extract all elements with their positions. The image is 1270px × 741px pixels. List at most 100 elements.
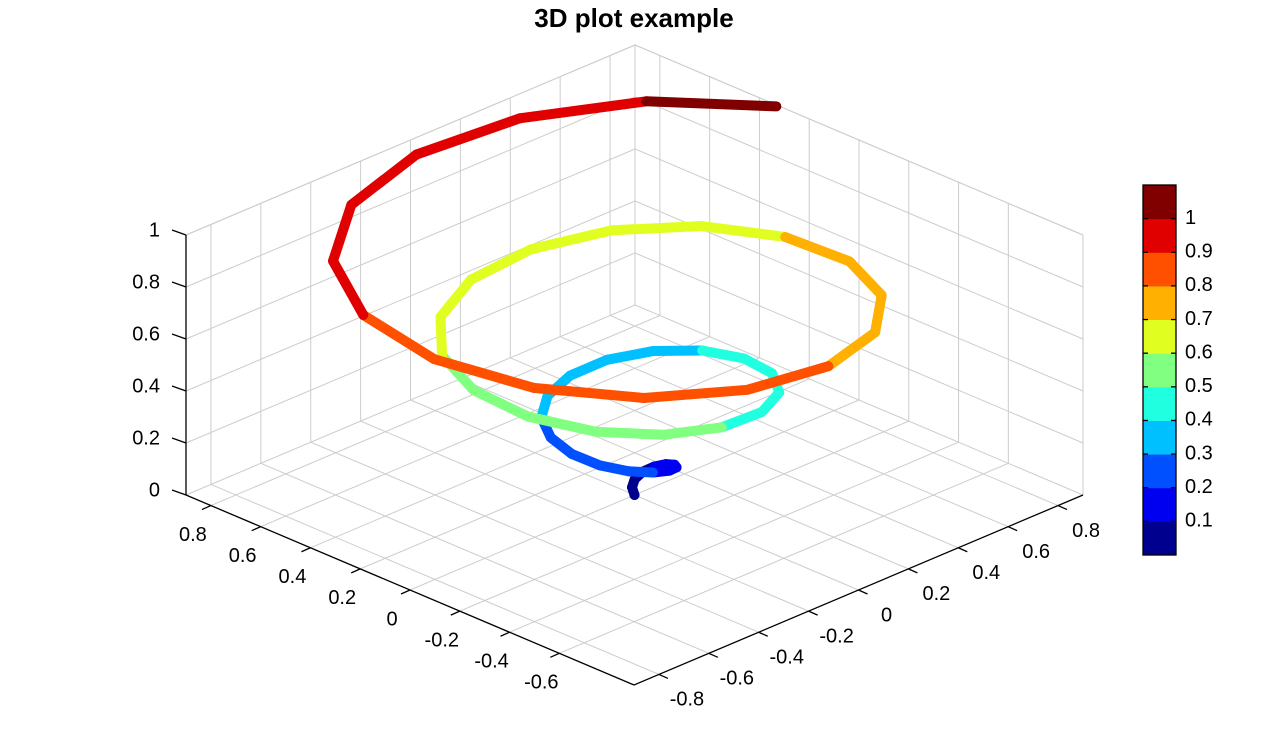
colorbar-band	[1143, 487, 1176, 522]
x-tick	[350, 568, 361, 574]
y-tick-label: 0.4	[972, 562, 1000, 584]
grid-line	[185, 200, 636, 392]
x-tick-label: -0.4	[474, 651, 508, 673]
line-segment	[641, 96, 782, 112]
line-segment	[823, 327, 881, 372]
y-tick	[658, 673, 669, 680]
line-segment	[468, 385, 533, 422]
grid-line	[210, 483, 660, 675]
grid-line	[310, 441, 759, 633]
line-segment	[696, 221, 791, 242]
chart-title: 3D plot example	[534, 3, 733, 33]
y-tick	[1007, 526, 1018, 532]
x-tick-label: 0.8	[179, 524, 207, 546]
y-tick	[958, 547, 968, 553]
line-segment	[638, 384, 753, 404]
line-segment	[528, 382, 649, 404]
colorbar-label: 0.8	[1185, 274, 1213, 296]
line-segment	[716, 406, 767, 433]
line-segment	[601, 345, 659, 365]
y-tick	[908, 568, 918, 574]
grid-line	[460, 378, 909, 570]
line-segment	[780, 232, 855, 267]
y-tick-label: -0.2	[819, 625, 853, 647]
line-segment	[328, 256, 369, 320]
x-tick	[550, 652, 560, 658]
grid-line	[559, 336, 1009, 528]
x-tick-label: 0	[386, 608, 397, 630]
colorbar-band	[1143, 353, 1176, 388]
line-segment	[526, 225, 617, 255]
y-tick	[1057, 504, 1068, 511]
line-segment	[566, 449, 605, 471]
line-segment	[658, 422, 727, 440]
y-tick	[708, 652, 719, 658]
line-segment	[435, 274, 476, 322]
line-segment	[739, 353, 778, 379]
z-tick	[171, 385, 187, 392]
grid-line	[185, 148, 636, 340]
line-segment	[435, 311, 448, 361]
x-tick	[251, 526, 261, 532]
y-tick-label: 0.6	[1022, 541, 1050, 563]
box-edge	[185, 44, 636, 236]
y-tick	[758, 631, 768, 637]
x-tick-label: -0.2	[425, 629, 459, 651]
x-tick-label: 0.2	[328, 587, 356, 609]
x-tick	[400, 589, 411, 595]
x-tick	[301, 547, 311, 553]
x-tick	[450, 610, 461, 616]
x-tick	[201, 504, 212, 511]
colorbar-band	[1143, 185, 1176, 220]
z-tick	[171, 281, 187, 288]
colorbar-label: 0.1	[1185, 510, 1213, 532]
line-segment	[697, 345, 750, 364]
grid-line	[360, 420, 809, 612]
line-segment	[358, 309, 440, 365]
y-tick-label: -0.6	[720, 668, 754, 690]
colorbar-label: 0.6	[1185, 341, 1213, 363]
z-tick-label: 1	[149, 219, 160, 241]
z-tick-label: 0.4	[132, 375, 160, 397]
line-segment	[411, 113, 525, 160]
line-segment	[522, 411, 601, 437]
colorbar-band	[1143, 521, 1176, 556]
z-tick	[171, 437, 187, 444]
colorbar-band	[1143, 319, 1176, 354]
colorbar-band	[1143, 454, 1176, 489]
x-tick	[500, 631, 510, 637]
line-segment	[565, 354, 612, 381]
colorbar-band	[1143, 218, 1176, 253]
colorbar-label: 0.4	[1185, 409, 1213, 431]
colorbar-frame	[1142, 184, 1177, 556]
line-segment	[514, 96, 652, 124]
line-segment	[346, 149, 422, 210]
x-tick-label: -0.6	[524, 672, 558, 694]
line-segment	[844, 256, 887, 301]
grid-line	[634, 96, 1084, 288]
colorbar-label: 0.3	[1185, 442, 1213, 464]
z-tick-label: 0	[149, 479, 160, 501]
colorbar-label: 1	[1185, 207, 1196, 229]
z-tick-label: 0.8	[132, 271, 160, 293]
x-tick-label: 0.4	[279, 566, 307, 588]
colorbar-band	[1143, 252, 1176, 287]
line-segment	[328, 199, 357, 266]
z-tick-label: 0.6	[132, 323, 160, 345]
grid-line	[634, 304, 1084, 496]
colorbar-label: 0.2	[1185, 476, 1213, 498]
colorbar-label: 0.7	[1185, 308, 1213, 330]
box-edge	[634, 44, 1084, 236]
z-tick-label: 0.2	[132, 427, 160, 449]
line-segment	[590, 426, 669, 440]
line-segment	[742, 361, 834, 395]
y-tick-label: 0	[881, 604, 892, 626]
line-segment	[606, 221, 707, 236]
z-tick	[171, 333, 187, 340]
colorbar-band	[1143, 285, 1176, 321]
grid-line	[185, 96, 636, 288]
grid-line	[260, 462, 710, 654]
y-tick-label: -0.4	[769, 647, 803, 669]
